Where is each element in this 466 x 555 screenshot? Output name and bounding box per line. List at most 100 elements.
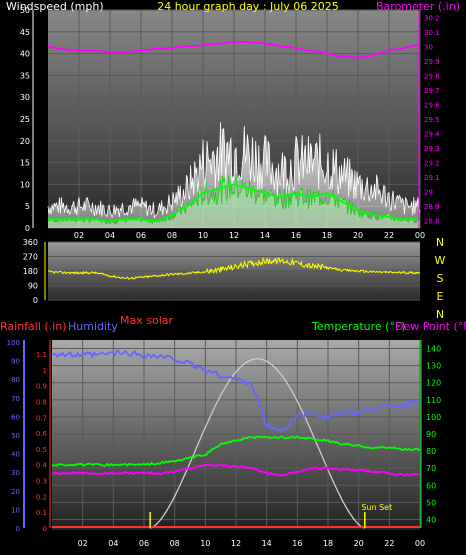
temperature-line: [51, 435, 421, 467]
wind-y-tick-label: 35: [20, 71, 30, 80]
barometer-tick-label: 29: [424, 189, 433, 197]
rainfall-tick-label: 0.5: [36, 446, 47, 454]
barometer-tick-label: 29.8: [424, 72, 440, 80]
wind-x-tick-label: 20: [353, 231, 363, 240]
barometer-tick-label: 29.9: [424, 58, 440, 66]
temperature-tick-label: 130: [426, 362, 441, 371]
rainfall-tick-label: 0.6: [36, 430, 48, 438]
barometer-tick-label: 29.1: [424, 174, 440, 182]
direction-y-tick-label: 0: [33, 296, 38, 305]
wind-x-tick-label: 14: [260, 231, 270, 240]
sunset-label: Sun Set: [361, 503, 392, 512]
temperature-tick-label: 120: [426, 379, 441, 388]
compass-label-w: W: [435, 254, 446, 267]
rainfall-tick-label: 0.2: [36, 493, 47, 501]
direction-y-tick-label: 180: [23, 267, 38, 276]
climate-x-tick-label: 00: [415, 539, 425, 548]
barometer-axis-label: Barometer (.in): [376, 0, 460, 13]
wind-y-tick-label: 15: [20, 159, 30, 168]
humidity-tick-label: 90: [11, 358, 20, 366]
humidity-tick-label: 0: [16, 525, 20, 533]
rainfall-tick-label: 0.9: [36, 383, 47, 391]
rainfall-tick-label: 1.1: [36, 351, 47, 359]
wind-x-tick-label: 10: [198, 231, 208, 240]
barometer-tick-label: 29.2: [424, 160, 440, 168]
wind-x-tick-label: 00: [415, 231, 425, 240]
climate-x-tick-label: 12: [231, 539, 241, 548]
wind-x-tick-label: 08: [167, 231, 177, 240]
direction-y-tick-label: 270: [23, 253, 38, 262]
climate-x-tick-label: 08: [170, 539, 180, 548]
barometer-tick-label: 29.5: [424, 116, 440, 124]
rainfall-tick-label: 0.3: [36, 478, 47, 486]
chart-title: 24 hour graph day : July 06 2025: [157, 0, 339, 13]
humidity-tick-label: 50: [11, 432, 20, 440]
barometer-tick-label: 28.8: [424, 218, 440, 226]
wind-x-tick-label: 18: [322, 231, 332, 240]
rainfall-tick-label: 0.8: [36, 398, 47, 406]
barometer-tick-label: 30.1: [424, 29, 440, 37]
climate-x-tick-label: 20: [354, 539, 364, 548]
rainfall-tick-label: 0.1: [36, 509, 47, 517]
climate-panel-axes: 4050607080901001101201301400102030405060…: [7, 339, 442, 548]
windspeed-axis-label: Windspeed (mph): [6, 0, 104, 13]
wind-direction-line: [47, 256, 421, 280]
wind-y-tick-label: 10: [20, 180, 30, 189]
speed-average-line: [48, 183, 420, 223]
climate-x-tick-label: 14: [262, 539, 272, 548]
wind-y-tick-label: 5: [25, 202, 30, 211]
humidity-line: [51, 349, 421, 434]
temperature-tick-label: 110: [426, 396, 441, 405]
wind-y-tick-label: 45: [20, 28, 30, 37]
wind-y-tick-label: 25: [20, 115, 30, 124]
barometer-line: [47, 40, 421, 60]
climate-x-tick-label: 10: [200, 539, 210, 548]
wind-y-tick-label: 50: [20, 6, 30, 15]
direction-panel-marks: [47, 256, 421, 280]
temperature-tick-label: 60: [426, 481, 436, 490]
wind-x-tick-label: 22: [384, 231, 394, 240]
temperature-tick-label: 40: [426, 515, 436, 524]
humidity-axis-label: Humidity: [68, 320, 118, 333]
compass-label-s: S: [437, 272, 444, 285]
gust-line: [47, 122, 421, 220]
temperature-tick-label: 80: [426, 447, 436, 456]
barometer-tick-label: 30.2: [424, 14, 440, 22]
temperature-tick-label: 100: [426, 413, 441, 422]
barometer-tick-label: 28.9: [424, 203, 440, 211]
climate-x-tick-label: 18: [323, 539, 333, 548]
wind-y-tick-label: 20: [20, 137, 30, 146]
rainfall-tick-label: 0.7: [36, 414, 47, 422]
climate-x-tick-label: 06: [139, 539, 149, 548]
direction-y-tick-label: 90: [28, 282, 38, 291]
wind-x-tick-label: 02: [74, 231, 84, 240]
temperature-axis-label: Temperature (°F): [311, 320, 406, 333]
wind-x-tick-label: 04: [105, 231, 115, 240]
humidity-tick-label: 40: [11, 451, 20, 459]
humidity-tick-label: 60: [11, 413, 20, 421]
climate-x-tick-label: 04: [108, 539, 118, 548]
humidity-tick-label: 80: [11, 376, 20, 384]
humidity-tick-label: 30: [11, 469, 20, 477]
dewpoint-axis-label: Dew Point (°F): [395, 320, 466, 333]
wind-x-tick-label: 12: [229, 231, 239, 240]
rainfall-tick-label: 0.4: [36, 462, 48, 470]
compass-label-e: E: [437, 290, 444, 303]
wind-y-tick-label: 30: [20, 93, 30, 102]
wind-x-tick-label: 16: [291, 231, 301, 240]
compass-label-n: N: [436, 236, 444, 249]
climate-panel-marks: [51, 349, 421, 529]
temperature-tick-label: 50: [426, 498, 436, 507]
temperature-tick-label: 90: [426, 430, 436, 439]
humidity-tick-label: 70: [11, 395, 20, 403]
speed-area: [48, 173, 420, 228]
climate-x-tick-label: 16: [292, 539, 302, 548]
max-solar-label: Max solar: [120, 314, 173, 327]
compass-label-n: N: [436, 308, 444, 321]
barometer-tick-label: 29.3: [424, 145, 440, 153]
climate-x-tick-label: 02: [78, 539, 88, 548]
wind-panel-marks: [47, 40, 421, 228]
humidity-tick-label: 10: [11, 506, 20, 514]
